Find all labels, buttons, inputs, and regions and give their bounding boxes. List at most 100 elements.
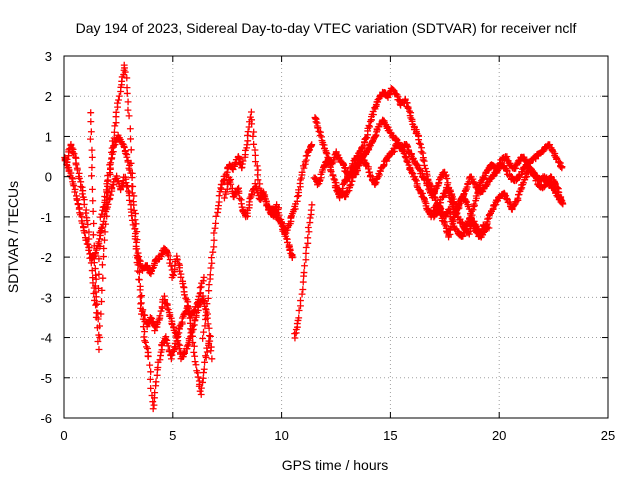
data-point	[315, 128, 323, 135]
data-point	[275, 211, 283, 219]
data-point	[139, 315, 147, 323]
data-point	[404, 143, 412, 151]
data-point	[208, 355, 216, 363]
data-point	[79, 190, 86, 198]
y-tick-label: -2	[40, 250, 52, 265]
data-point	[92, 293, 100, 301]
data-point	[123, 183, 131, 191]
data-point	[157, 251, 165, 258]
data-point	[127, 135, 134, 143]
series-trace-3	[87, 109, 208, 353]
data-point	[101, 236, 108, 244]
data-point	[200, 369, 207, 376]
data-point	[314, 181, 321, 189]
data-point	[142, 338, 149, 346]
data-point	[95, 270, 103, 278]
data-point	[555, 158, 563, 166]
data-point	[149, 398, 157, 406]
data-point	[406, 165, 414, 173]
data-point	[408, 168, 416, 176]
data-point	[89, 185, 96, 193]
data-point	[156, 312, 164, 320]
data-point	[295, 314, 303, 322]
data-point	[123, 84, 131, 92]
data-point	[176, 267, 183, 275]
data-point	[99, 274, 107, 282]
data-point	[293, 320, 301, 327]
data-point	[551, 179, 558, 187]
data-point	[251, 151, 259, 159]
data-point	[411, 176, 419, 183]
data-point	[308, 141, 316, 149]
data-point	[87, 118, 95, 126]
data-point	[92, 301, 100, 309]
data-point	[89, 208, 97, 215]
data-point	[99, 261, 106, 269]
data-point	[531, 172, 539, 180]
data-point	[194, 299, 201, 307]
data-point	[238, 160, 246, 168]
data-point	[192, 303, 200, 311]
y-tick-label: -4	[40, 331, 52, 346]
data-point	[322, 149, 330, 157]
data-point	[124, 187, 132, 195]
data-point	[424, 181, 432, 189]
data-point	[215, 198, 223, 206]
data-point	[122, 150, 129, 157]
data-point	[95, 255, 103, 263]
data-point	[465, 205, 473, 213]
data-point	[114, 99, 121, 107]
data-point	[124, 158, 132, 166]
data-point	[132, 220, 140, 228]
data-point	[202, 306, 210, 314]
data-point	[546, 141, 554, 149]
data-point	[126, 196, 133, 204]
data-point	[207, 332, 214, 340]
data-point	[200, 328, 207, 336]
y-axis-label: SDTVAR / TECUs	[5, 181, 21, 293]
data-point	[112, 108, 120, 116]
data-point	[123, 74, 131, 82]
data-point	[288, 254, 296, 262]
series-trace-6	[291, 201, 316, 342]
data-point	[437, 211, 445, 219]
data-point	[170, 272, 177, 279]
data-point	[95, 346, 103, 353]
data-point	[199, 374, 207, 382]
data-point	[129, 221, 137, 229]
y-tick-label: 3	[45, 49, 52, 64]
data-point	[298, 290, 306, 298]
data-point	[415, 139, 423, 147]
y-tick-label: -3	[40, 290, 52, 305]
data-point	[94, 315, 102, 323]
data-point	[470, 179, 478, 187]
data-point	[128, 217, 136, 224]
data-point	[123, 153, 131, 161]
data-point	[103, 212, 111, 220]
data-point	[122, 179, 130, 187]
data-point	[235, 189, 243, 197]
data-point	[554, 184, 561, 192]
data-point	[123, 90, 131, 97]
data-point	[227, 180, 235, 188]
data-point	[120, 144, 128, 151]
data-point	[107, 159, 115, 167]
data-point	[102, 220, 110, 228]
data-point	[540, 182, 548, 189]
data-point	[127, 169, 135, 177]
data-point	[413, 182, 421, 190]
data-point	[115, 96, 122, 104]
data-point	[151, 389, 159, 397]
data-point	[100, 253, 107, 260]
data-point	[215, 192, 223, 200]
data-point	[297, 176, 304, 184]
data-point	[346, 182, 354, 189]
data-point	[141, 337, 148, 345]
data-point	[450, 204, 457, 212]
data-point	[93, 300, 100, 308]
data-point	[254, 176, 262, 184]
data-point	[229, 166, 237, 173]
data-point	[197, 391, 205, 398]
data-point	[297, 297, 304, 304]
